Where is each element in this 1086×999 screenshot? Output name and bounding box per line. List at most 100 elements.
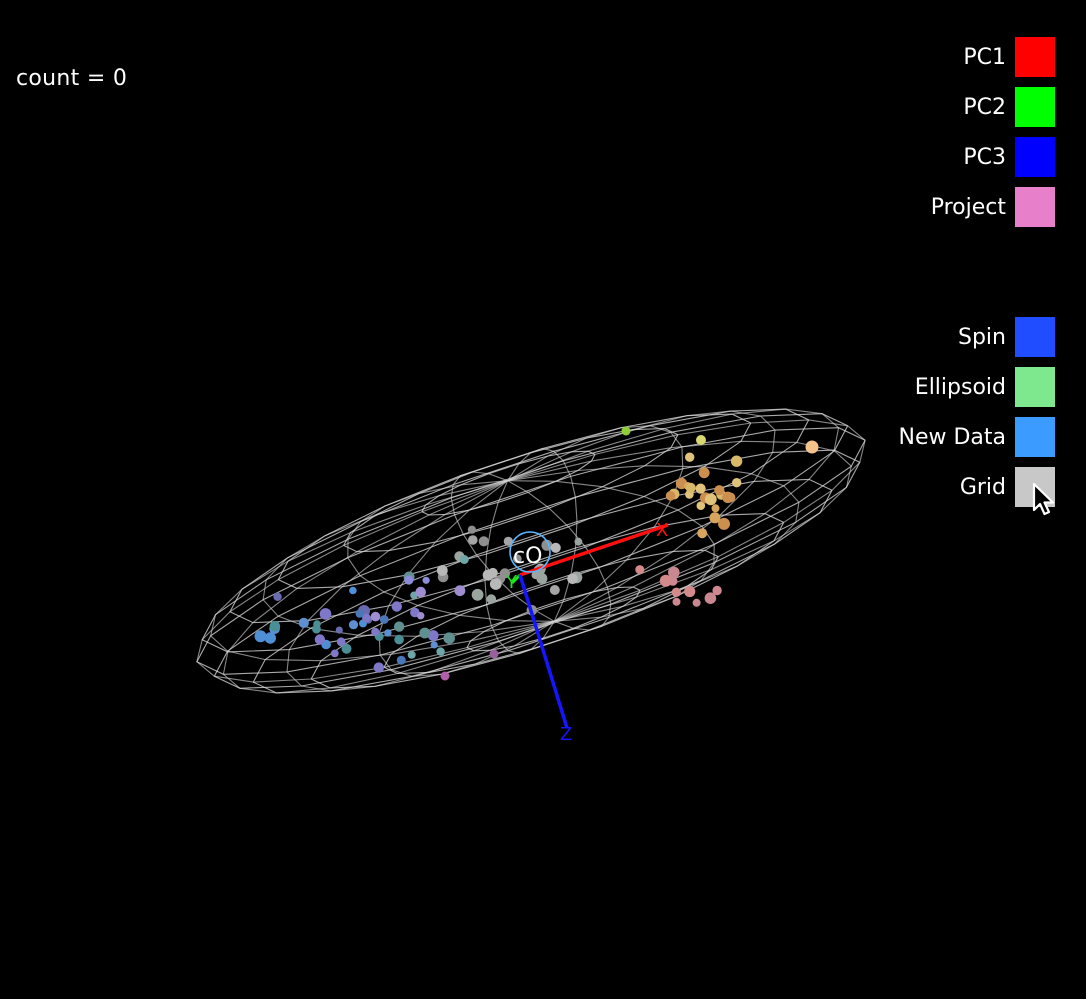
data-point (467, 525, 476, 534)
count-readout: count = 0 (16, 66, 128, 91)
ellipsoid-meridian (507, 419, 866, 622)
ellipsoid-meridian (347, 480, 555, 622)
legend-project-swatch (1015, 187, 1055, 227)
data-point (336, 637, 346, 647)
legend-pc3: PC3 (963, 137, 1055, 177)
legend-pc3-label: PC3 (963, 144, 1006, 170)
axes-gizmo: cO X Y Z (505, 520, 669, 745)
spin-toggle-label: Spin (958, 324, 1006, 350)
data-point (349, 586, 357, 595)
data-point (697, 528, 708, 539)
data-points (254, 426, 819, 681)
data-point (440, 671, 450, 681)
data-point (567, 573, 578, 585)
x-axis-label: X (656, 520, 668, 541)
data-point (478, 536, 489, 547)
legend-project-label: Project (930, 194, 1006, 220)
data-point (550, 542, 561, 553)
ellipsoid-meridian (507, 425, 684, 622)
ellipsoid-meridian (262, 480, 555, 637)
data-point (692, 598, 701, 607)
ellipsoid-wireframe (196, 408, 866, 694)
ellipsoid-toggle-label: Ellipsoid (914, 374, 1006, 400)
data-point (417, 612, 425, 620)
data-point (264, 632, 276, 644)
data-point (698, 467, 710, 479)
data-point (436, 647, 445, 656)
data-point (419, 627, 431, 639)
ellipsoid-toggle[interactable]: Ellipsoid (915, 367, 1055, 407)
data-point (486, 594, 497, 604)
spin-toggle-button[interactable] (1015, 317, 1055, 357)
data-point (709, 512, 721, 524)
data-point (696, 435, 706, 445)
data-point (621, 426, 631, 436)
data-point (696, 501, 706, 511)
new-data-toggle[interactable]: New Data (898, 417, 1055, 457)
data-point (471, 588, 484, 601)
data-point (730, 455, 743, 467)
ellipsoid-meridian (450, 471, 555, 622)
data-point (704, 592, 717, 604)
data-point (362, 613, 371, 623)
new-data-toggle-button[interactable] (1015, 417, 1055, 457)
data-point (436, 565, 448, 576)
legend-pc2: PC2 (963, 87, 1055, 127)
data-point (443, 632, 456, 644)
data-point (269, 620, 281, 632)
data-point (489, 649, 499, 659)
data-point (805, 440, 819, 454)
data-point (714, 485, 725, 496)
legend-pc1-label: PC1 (963, 44, 1006, 70)
y-axis-label: Y (505, 572, 518, 593)
legend-pc3-swatch (1015, 137, 1055, 177)
legend-pc1-swatch (1015, 37, 1055, 77)
ellipsoid-meridian (210, 480, 555, 662)
data-point (684, 585, 696, 598)
data-point (711, 504, 720, 513)
data-point (407, 650, 416, 659)
ellipsoid-meridian (507, 465, 800, 622)
legend-pc2-label: PC2 (963, 94, 1006, 120)
data-point (298, 617, 309, 629)
spin-toggle[interactable]: Spin (958, 317, 1055, 357)
legend-project: Project (931, 187, 1055, 227)
data-point (665, 491, 676, 501)
legend-pc2-swatch (1015, 87, 1055, 127)
ellipsoid-meridian (222, 480, 555, 694)
data-point (373, 662, 384, 673)
data-point (671, 587, 681, 597)
new-data-toggle-label: New Data (898, 424, 1006, 450)
grid-toggle[interactable]: Grid (960, 467, 1055, 507)
ellipsoid-meridian (507, 440, 852, 622)
data-point (722, 491, 734, 503)
grid-toggle-button[interactable] (1015, 467, 1055, 507)
ellipsoid-meridian (507, 410, 776, 622)
data-point (536, 573, 548, 584)
data-point (668, 576, 678, 586)
ellipsoid-meridian (507, 480, 612, 631)
data-point (254, 630, 267, 643)
z-axis-line (518, 574, 569, 729)
data-point (379, 615, 389, 624)
ellipsoid-meridian (286, 480, 555, 692)
data-point (635, 565, 645, 575)
ellipsoid-toggle-button[interactable] (1015, 367, 1055, 407)
data-point (422, 576, 430, 584)
data-point (404, 575, 414, 585)
origin-label: cO (513, 544, 542, 569)
ellipsoid-meridian (507, 408, 840, 622)
data-point (459, 555, 469, 564)
data-point (732, 478, 742, 488)
data-point (396, 655, 406, 665)
data-point (319, 608, 332, 620)
data-point (659, 574, 672, 587)
data-point (430, 641, 438, 649)
data-point (672, 597, 681, 606)
data-point (549, 585, 560, 595)
data-point (668, 566, 680, 579)
data-point (370, 611, 381, 622)
data-point (355, 609, 364, 618)
ellipsoid-meridian (196, 480, 555, 683)
